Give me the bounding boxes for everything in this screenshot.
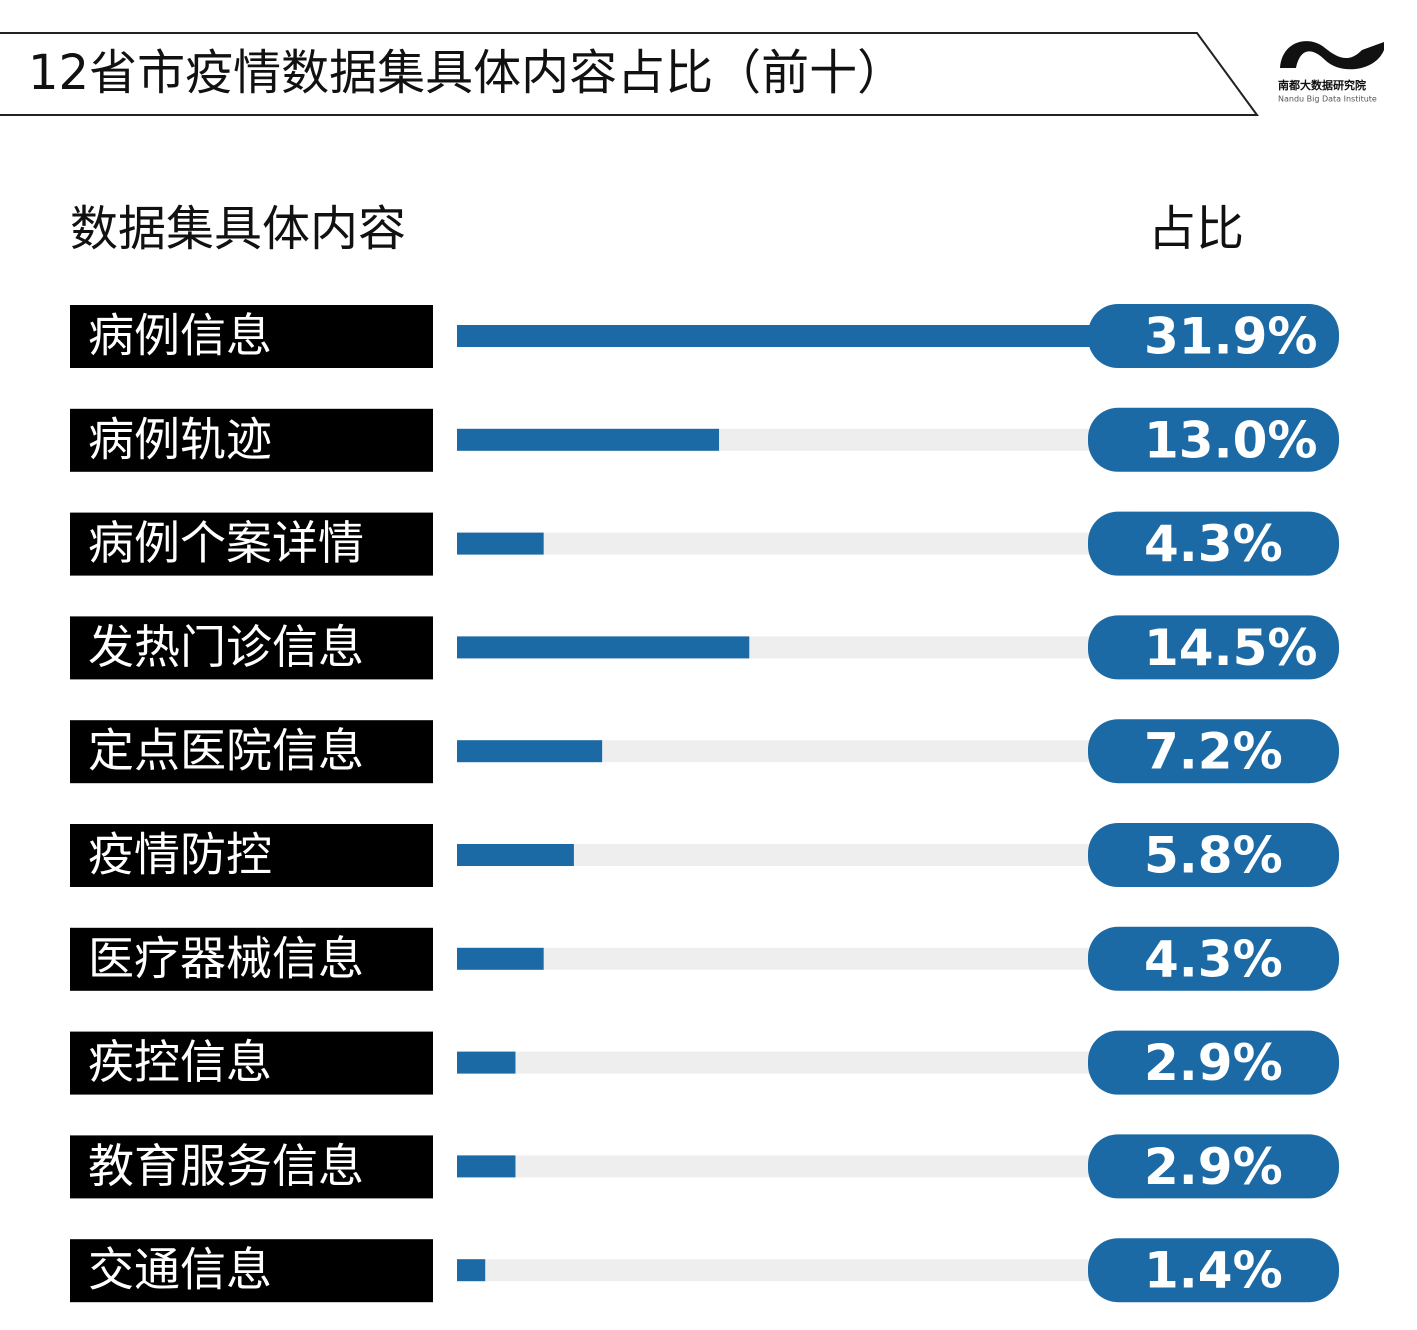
bar — [457, 1051, 516, 1074]
value-pill — [1088, 1134, 1339, 1199]
logo-mark — [1280, 41, 1384, 70]
category-box — [70, 927, 433, 991]
bar — [457, 325, 1100, 347]
bar — [457, 1259, 486, 1282]
category-box — [70, 720, 433, 784]
bar-track — [457, 1051, 1100, 1074]
value-pill — [1088, 511, 1339, 576]
category-box — [70, 1239, 433, 1303]
value-label: 31.9% — [1144, 308, 1317, 366]
category-label: 发热门诊信息 — [88, 620, 364, 674]
value-pill — [1088, 926, 1339, 991]
bar — [457, 740, 603, 763]
value-pill — [1088, 1238, 1339, 1303]
value-label: 5.8% — [1144, 827, 1283, 885]
category-box — [70, 1031, 433, 1095]
value-label: 1.4% — [1144, 1242, 1283, 1300]
bar — [457, 428, 720, 451]
category-label: 定点医院信息 — [88, 724, 364, 778]
category-label: 教育服务信息 — [88, 1139, 364, 1193]
logo-subtitle: Nandu Big Data Institute — [1278, 95, 1377, 104]
bar-track — [457, 1155, 1100, 1178]
category-header: 数据集具体内容 — [70, 201, 406, 257]
value-pill — [1088, 1030, 1339, 1095]
category-label: 交通信息 — [88, 1243, 272, 1297]
bar — [457, 1155, 516, 1178]
bar — [457, 844, 574, 866]
value-pill — [1088, 615, 1339, 680]
value-pill — [1088, 719, 1339, 784]
value-pill — [1088, 304, 1339, 368]
category-label: 病例信息 — [88, 309, 272, 363]
category-box — [70, 1135, 433, 1199]
bar-track — [457, 844, 1100, 866]
bar-track — [457, 740, 1100, 763]
category-label: 疫情防控 — [88, 828, 272, 882]
category-box — [70, 408, 433, 472]
bar-track — [457, 1259, 1100, 1282]
value-label: 7.2% — [1144, 723, 1283, 781]
category-box — [70, 824, 433, 887]
category-label: 病例轨迹 — [88, 412, 272, 466]
value-label: 2.9% — [1144, 1138, 1283, 1196]
category-box — [70, 616, 433, 680]
bar — [457, 532, 544, 555]
value-label: 4.3% — [1144, 930, 1283, 988]
bar — [457, 947, 544, 970]
bar-track — [457, 947, 1100, 970]
value-label: 4.3% — [1144, 515, 1283, 573]
value-pill — [1088, 823, 1339, 887]
value-label: 2.9% — [1144, 1034, 1283, 1092]
category-box — [70, 512, 433, 576]
value-label: 14.5% — [1144, 619, 1317, 677]
value-pill — [1088, 407, 1339, 472]
value-header: 占比 — [1148, 201, 1244, 257]
category-label: 医疗器械信息 — [88, 931, 364, 985]
chart-title: 12省市疫情数据集具体内容占比（前十） — [28, 45, 905, 101]
category-box — [70, 305, 433, 368]
logo-name: 南都大数据研究院 — [1278, 78, 1366, 92]
category-label: 疾控信息 — [88, 1035, 272, 1089]
bar-track — [457, 532, 1100, 555]
value-label: 13.0% — [1144, 411, 1317, 469]
category-label: 病例个案详情 — [88, 516, 364, 570]
bar — [457, 636, 750, 659]
title-banner — [0, 32, 1259, 116]
